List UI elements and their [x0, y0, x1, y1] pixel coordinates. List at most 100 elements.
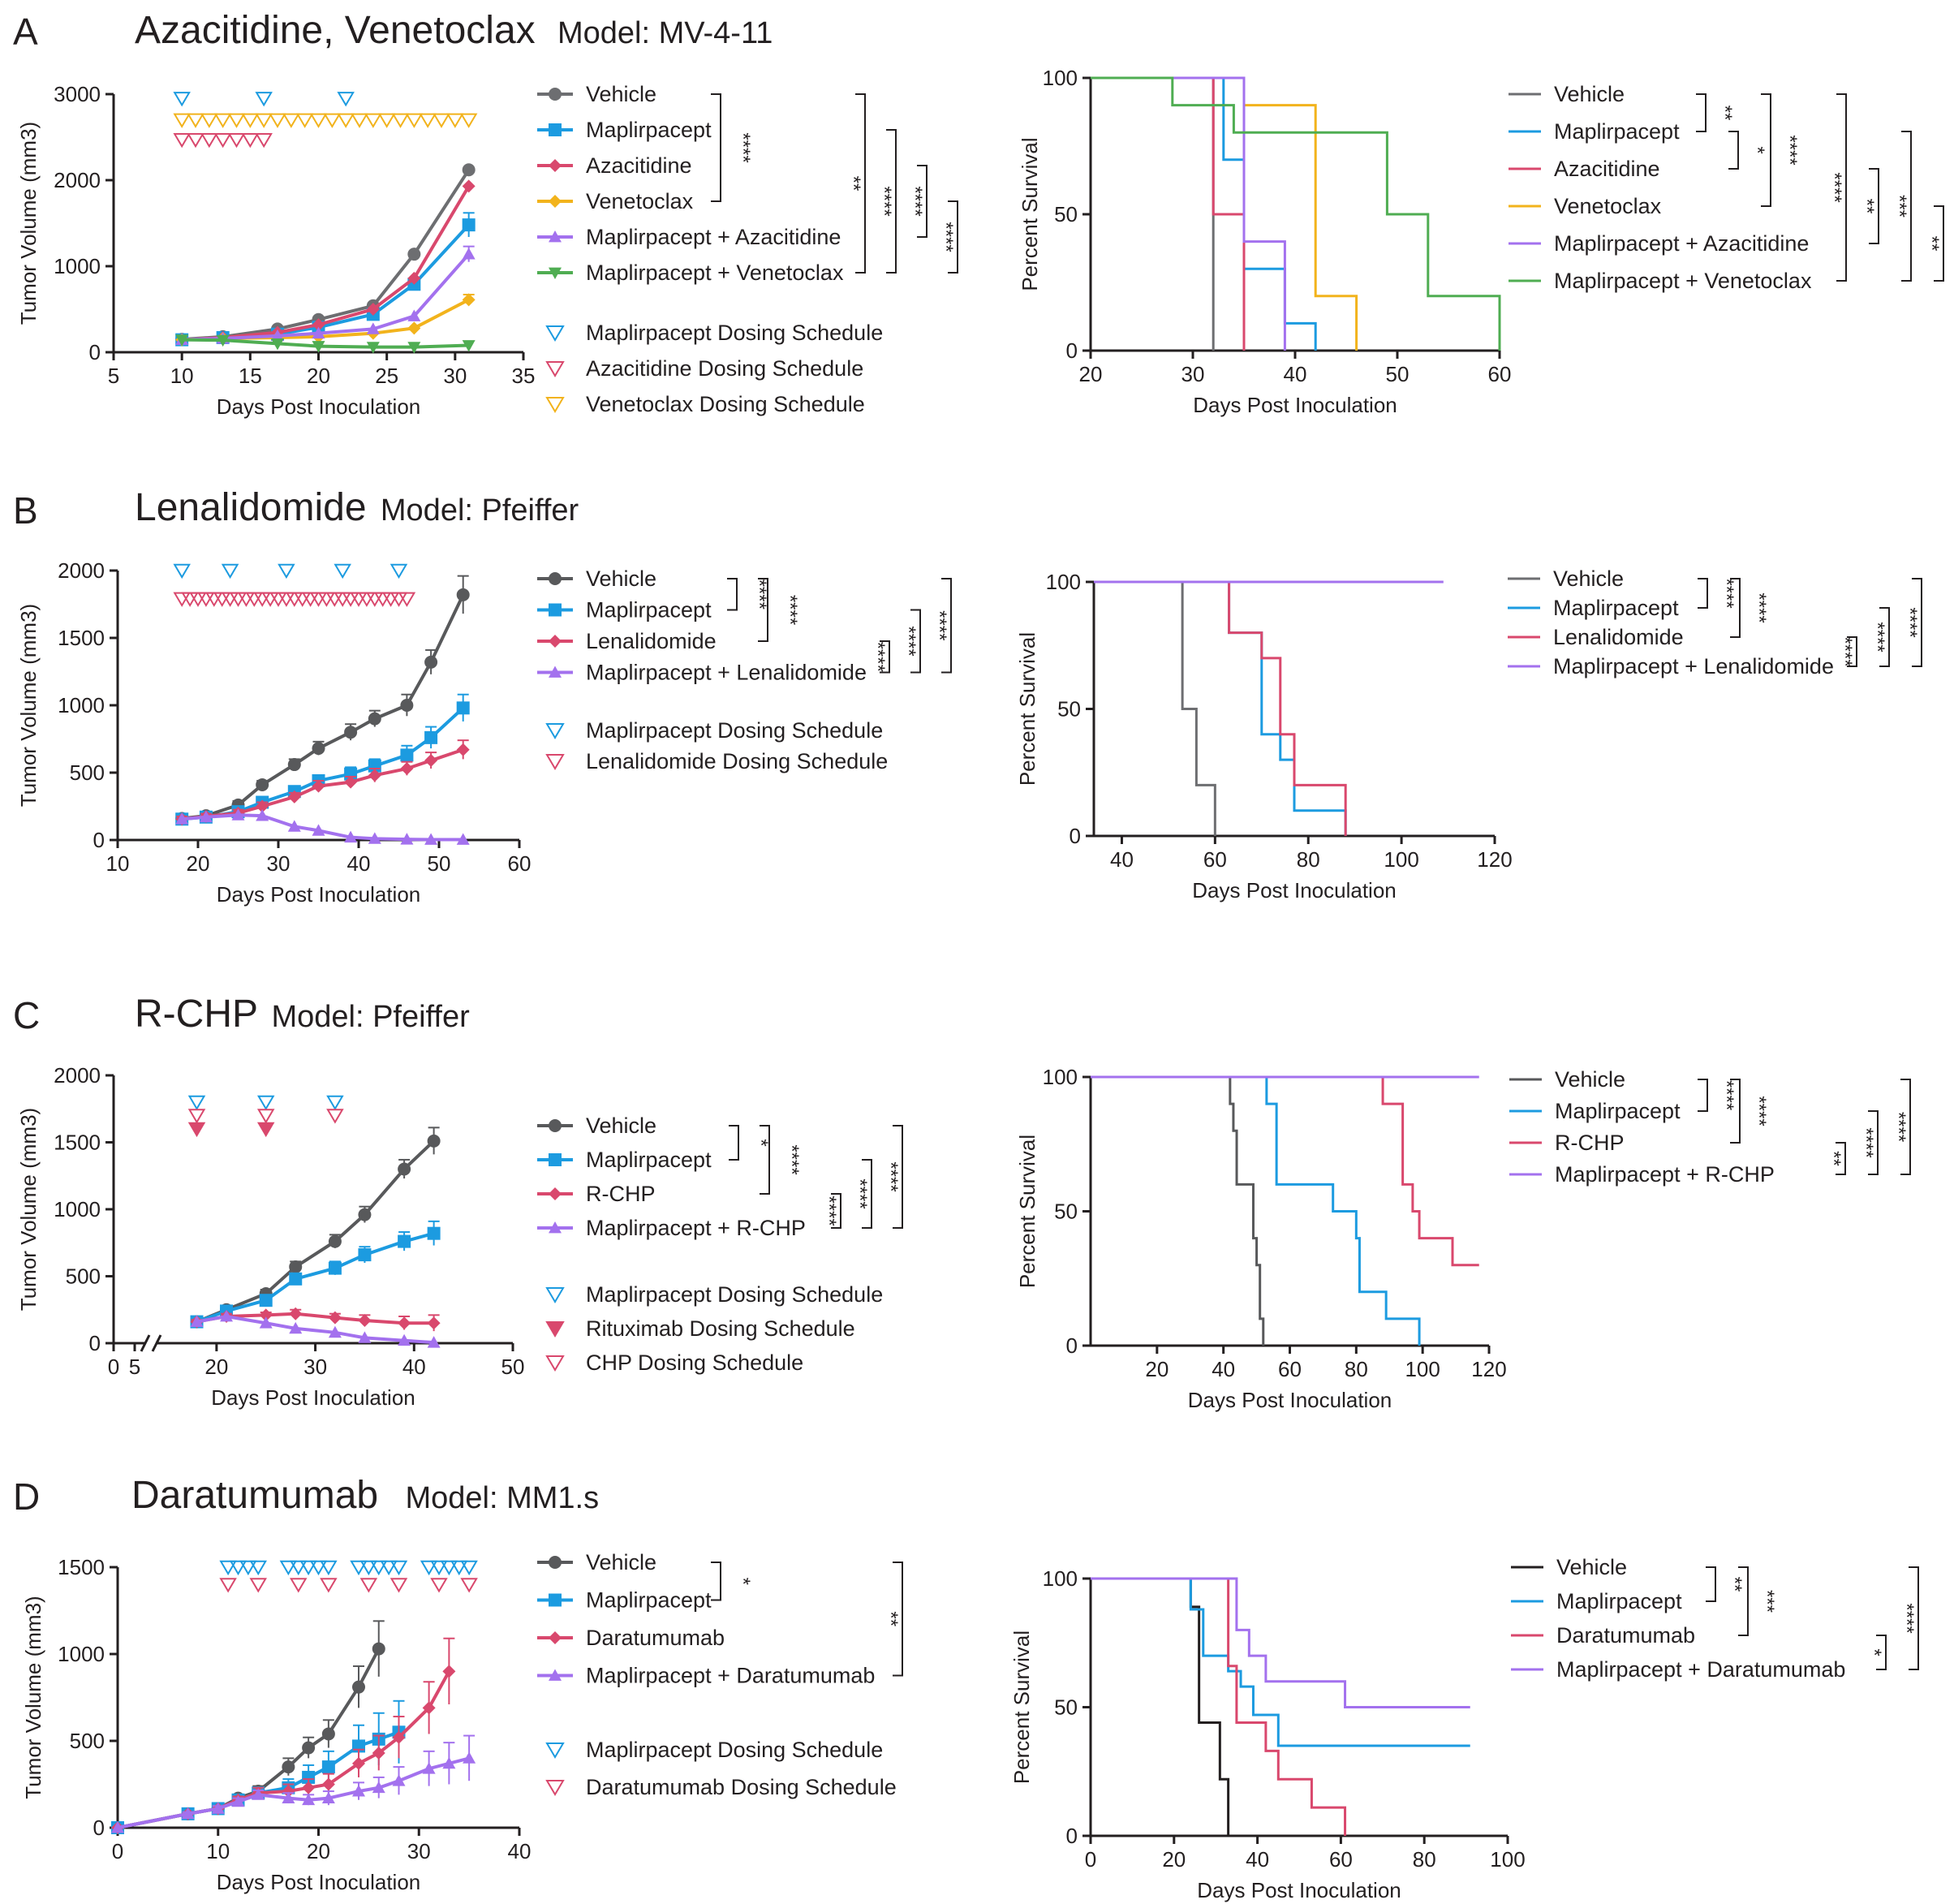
significance-stars: *** [1888, 195, 1910, 218]
data-point-r-chp [328, 1311, 342, 1325]
dosing-triangle-venetoclax-dosing-schedule [351, 113, 368, 128]
significance-stars: * [1863, 1648, 1885, 1656]
dosing-triangle-maplirpacept-dosing-schedule [239, 1560, 257, 1576]
dosing-triangle-azacitidine-dosing-schedule [200, 132, 218, 149]
legend-dosing-label-maplirpacept-dosing-schedule: Maplirpacept Dosing Schedule [586, 1738, 883, 1762]
data-point-vehicle [358, 1208, 372, 1221]
x-tick-label: 5 [129, 1355, 140, 1379]
data-point-vehicle [352, 1680, 365, 1694]
legend-dosing-azacitidine-dosing-schedule [545, 361, 565, 377]
y-tick-label: 100 [1043, 1065, 1078, 1089]
x-tick-label: 60 [1278, 1357, 1302, 1381]
data-point-vehicle [407, 248, 421, 261]
dosing-triangle-maplirpacept-dosing-schedule [359, 1560, 378, 1576]
legend-label-maplirpacept-azacitidine: Maplirpacept + Azacitidine [586, 225, 841, 249]
dosing-triangle-maplirpacept-dosing-schedule [290, 1560, 308, 1576]
x-tick-label: 40 [508, 1839, 532, 1863]
significance-stars: *** [1756, 1590, 1778, 1613]
model-label: Model: Pfeiffer [380, 493, 579, 528]
significance-stars: ** [880, 1611, 902, 1626]
significance-bracket [1698, 1079, 1708, 1112]
data-point-daratumumab [372, 1746, 385, 1760]
dosing-triangle-azacitidine-dosing-schedule [213, 132, 232, 149]
significance-stars: **** [873, 186, 895, 216]
data-point-maplirpacept-r-chp [328, 1325, 342, 1338]
legend-label-maplirpacept: Maplirpacept [1554, 119, 1680, 144]
y-tick-label: 500 [70, 760, 105, 785]
x-axis-title: Days Post Inoculation [217, 1870, 420, 1894]
data-point-maplirpacept-azacitidine [366, 322, 380, 334]
dosing-triangle-venetoclax-dosing-schedule [419, 113, 437, 128]
legend-label-azacitidine: Azacitidine [586, 153, 692, 178]
y-tick-label: 1000 [58, 693, 105, 717]
dosing-triangle-maplirpacept-dosing-schedule [380, 1560, 398, 1576]
legend-label-maplirpacept: Maplirpacept [586, 118, 712, 142]
x-tick-label: 60 [1488, 362, 1512, 386]
data-point-maplirpacept-daratumumab [111, 1821, 124, 1833]
axis-break [140, 1334, 151, 1352]
significance-bracket [729, 1125, 739, 1161]
data-point-maplirpacept [328, 1261, 342, 1275]
dosing-triangle-maplirpacept-dosing-schedule [221, 563, 239, 579]
data-point-maplirpacept-daratumumab [181, 1807, 195, 1820]
dosing-triangle-venetoclax-dosing-schedule [200, 113, 218, 128]
legend-label-vehicle: Vehicle [586, 1114, 656, 1138]
significance-bracket [1761, 93, 1771, 207]
dosing-triangle-maplirpacept-dosing-schedule [334, 563, 351, 579]
data-point-vehicle [321, 1727, 335, 1741]
model-label: Model: MM1.s [405, 1481, 600, 1515]
data-point-maplirpacept-azacitidine [312, 326, 325, 339]
survival-curve-maplirpacept [1094, 580, 1347, 836]
x-axis-title: Days Post Inoculation [1197, 1878, 1401, 1902]
x-tick-label: 100 [1405, 1357, 1440, 1381]
panel-letter: C [13, 994, 41, 1036]
x-tick-label: 80 [1345, 1357, 1368, 1381]
x-tick-label: 20 [1162, 1847, 1186, 1872]
model-label: Model: MV-4-11 [557, 16, 773, 50]
data-point-maplirpacept-daratumumab [392, 1774, 406, 1786]
significance-bracket [1879, 607, 1890, 667]
data-point-vehicle [328, 1234, 342, 1248]
legend-marker-maplirpacept-azacitidine [549, 230, 562, 243]
data-point-maplirpacept [321, 1760, 335, 1774]
dosing-triangle-daratumumab-dosing-schedule [320, 1578, 338, 1593]
significance-stars: **** [779, 595, 801, 625]
data-point-maplirpacept-r-chp [398, 1333, 411, 1346]
survival-curve-lenalidomide [1094, 580, 1347, 836]
legend-dosing-label-lenalidomide-dosing-schedule: Lenalidomide Dosing Schedule [586, 749, 888, 773]
data-point-vehicle [344, 726, 358, 739]
x-tick-label: 40 [1110, 847, 1134, 872]
data-point-r-chp [259, 1308, 273, 1322]
significance-bracket [862, 1159, 872, 1229]
data-point-maplirpacept-venetoclax [366, 342, 380, 354]
data-point-maplirpacept-venetoclax [312, 341, 325, 353]
dosing-triangle-venetoclax-dosing-schedule [227, 113, 246, 128]
panel-a: A Azacitidine, Venetoclax Model: MV-4-11… [0, 0, 1954, 487]
legend-dosing-label-maplirpacept-dosing-schedule: Maplirpacept Dosing Schedule [586, 718, 883, 743]
legend-dosing-lenalidomide-dosing-schedule [545, 754, 565, 770]
data-point-maplirpacept-daratumumab [463, 1751, 476, 1764]
survival-curve-vehicle [1094, 580, 1216, 836]
survival-curve-maplirpacept-azacitidine [1091, 76, 1286, 351]
data-point-maplirpacept-lenalidomide [256, 809, 269, 821]
data-point-lenalidomide [256, 799, 269, 813]
significance-stars: **** [732, 132, 754, 162]
significance-bracket [711, 93, 721, 202]
panel-title: Azacitidine, Venetoclax Model: MV-4-11 [135, 8, 773, 53]
significance-stars: **** [897, 626, 919, 656]
x-tick-label: 80 [1297, 847, 1320, 872]
dosing-triangle-venetoclax-dosing-schedule [433, 113, 450, 128]
survival-curve-azacitidine [1091, 76, 1246, 351]
survival-curve-maplirpacept [1091, 1075, 1421, 1346]
series-line-vehicle [117, 1648, 381, 1829]
dosing-triangle-venetoclax-dosing-schedule [446, 113, 464, 128]
x-tick-label: 40 [1284, 362, 1307, 386]
data-point-maplirpacept-lenalidomide [199, 810, 213, 823]
data-point-vehicle [289, 1260, 303, 1273]
survival-curve-vehicle [1091, 76, 1215, 351]
significance-stars: **** [1834, 636, 1856, 666]
data-point-vehicle [427, 1134, 441, 1148]
dosing-triangle-azacitidine-dosing-schedule [255, 132, 273, 149]
x-tick-label: 40 [347, 851, 371, 876]
